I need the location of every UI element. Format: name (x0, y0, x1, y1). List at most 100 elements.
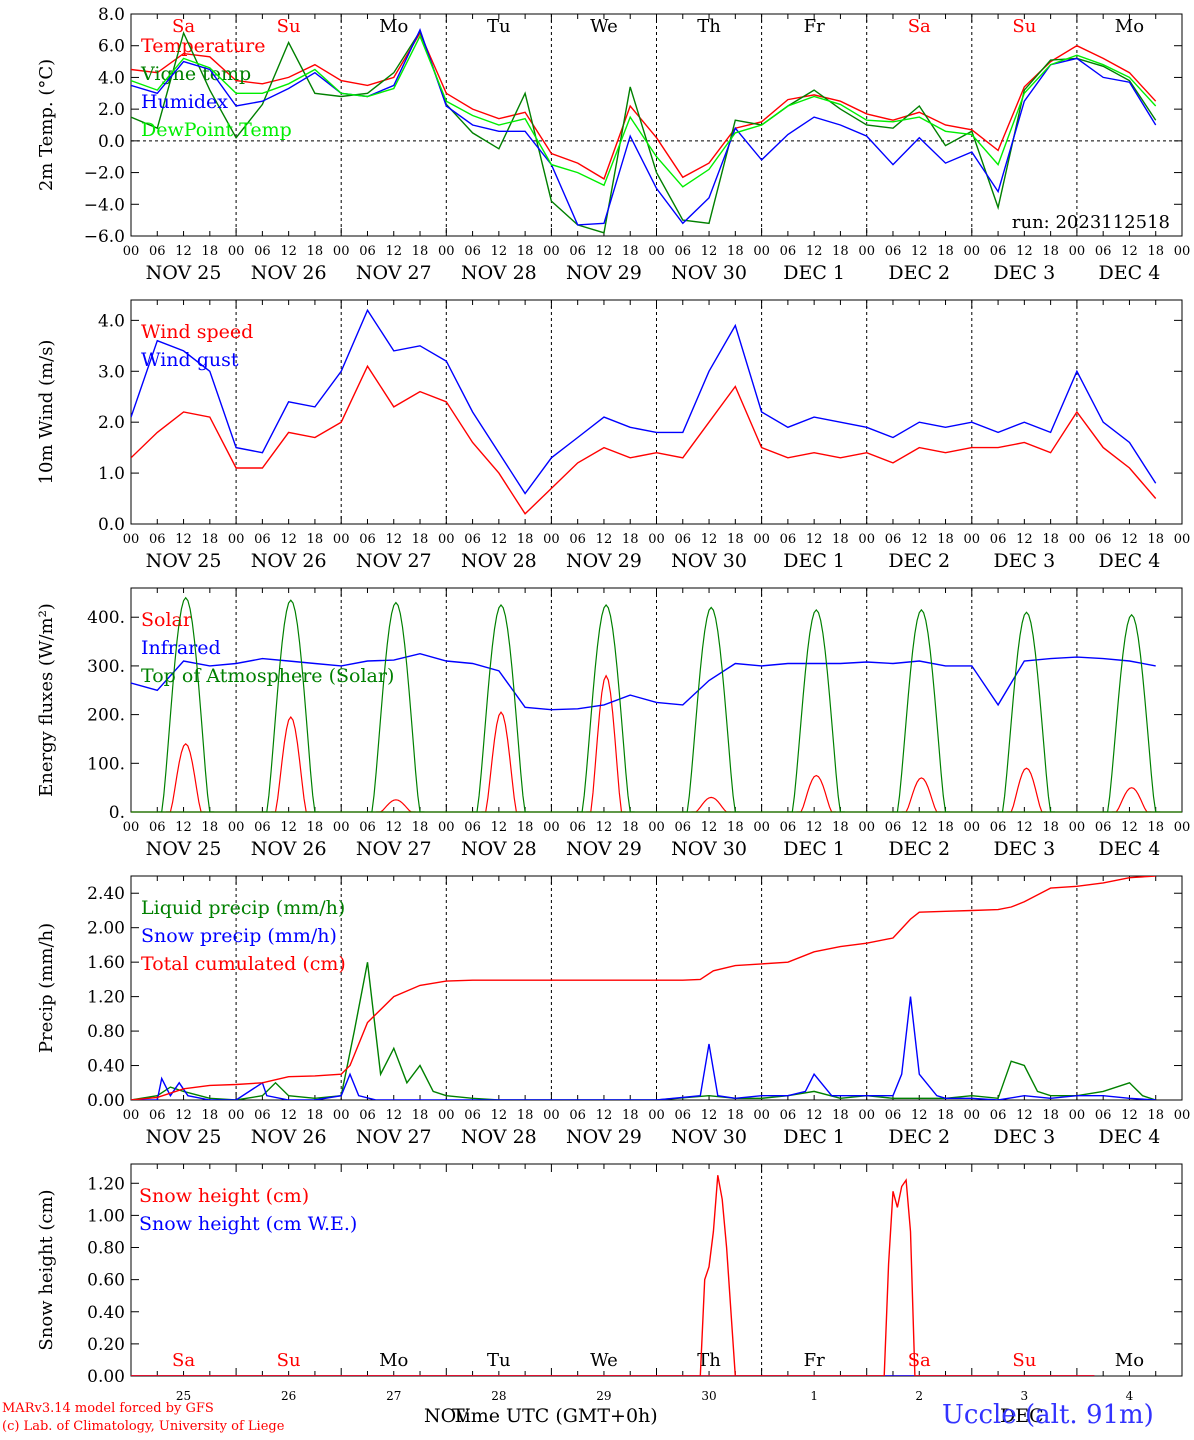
hour-tick-label: 18 (832, 1108, 849, 1123)
hour-tick-label: 12 (1016, 244, 1033, 259)
hour-tick-label: 18 (202, 820, 219, 835)
x-axis-title: Time UTC (GMT+0h) (452, 1405, 658, 1427)
hour-tick-label: 00 (753, 532, 770, 547)
y-tick-label: 6.0 (98, 37, 125, 57)
hour-tick-label: 18 (622, 244, 639, 259)
hour-tick-label: 00 (1069, 532, 1086, 547)
legend-series-infrared: Infrared (141, 637, 221, 659)
hour-tick-label: 18 (727, 532, 744, 547)
hour-tick-label: 12 (491, 532, 508, 547)
hour-tick-label: 06 (780, 532, 797, 547)
hour-tick-label: 00 (438, 532, 455, 547)
station-label: Uccle (alt. 91m) (942, 1400, 1154, 1430)
hour-tick-label: 12 (1016, 532, 1033, 547)
y-tick-label: 0.20 (87, 1335, 125, 1355)
hour-tick-label: 12 (701, 244, 718, 259)
series-solar (376, 799, 416, 812)
hour-tick-label: 00 (964, 244, 981, 259)
hour-tick-label: 00 (648, 820, 665, 835)
hour-tick-label: 00 (543, 820, 560, 835)
date-label: NOV 27 (356, 262, 432, 284)
y-tick-label: 0.40 (87, 1057, 125, 1077)
weekday-label: Th (697, 16, 721, 37)
hour-tick-label: 06 (990, 820, 1007, 835)
weekday-label: Fr (804, 16, 825, 37)
hour-tick-label: 06 (149, 1108, 166, 1123)
date-label: NOV 29 (566, 1126, 642, 1148)
hour-tick-label: 06 (359, 532, 376, 547)
series-wind-speed (131, 364, 1157, 515)
y-axis-label: Energy fluxes (W/m²) (36, 603, 57, 797)
date-label: NOV 26 (251, 550, 327, 572)
date-label: NOV 28 (461, 550, 537, 572)
hour-tick-label: 12 (491, 820, 508, 835)
date-label: NOV 25 (146, 550, 222, 572)
series-humidex (131, 28, 1157, 226)
hour-tick-label: 12 (806, 244, 823, 259)
date-label: NOV 26 (251, 1126, 327, 1148)
y-tick-label: 400. (87, 608, 125, 628)
series-vigne-temp (131, 29, 1157, 234)
hour-tick-label: 12 (385, 244, 402, 259)
series-temperature (131, 31, 1157, 180)
hour-tick-label: 18 (1147, 532, 1164, 547)
y-tick-label: 2.40 (87, 884, 125, 904)
hour-tick-label: 06 (885, 532, 902, 547)
hour-tick-label: 18 (937, 820, 954, 835)
hour-tick-label: 18 (1042, 820, 1059, 835)
day-number-label: 30 (701, 1389, 716, 1403)
hour-tick-label: 00 (964, 1108, 981, 1123)
hour-tick-label: 12 (596, 532, 613, 547)
weekday-label: Su (1012, 1350, 1036, 1371)
hour-tick-label: 00 (438, 244, 455, 259)
legend-series-liquid-precip-mm-h: Liquid precip (mm/h) (141, 897, 345, 919)
hour-tick-label: 00 (964, 532, 981, 547)
hour-tick-label: 12 (280, 244, 297, 259)
legend-series-solar: Solar (141, 609, 193, 631)
hour-tick-label: 06 (359, 244, 376, 259)
y-tick-label: 1.20 (87, 1174, 125, 1194)
hour-tick-label: 12 (385, 532, 402, 547)
hour-tick-label: 06 (780, 820, 797, 835)
hour-tick-label: 00 (228, 244, 245, 259)
date-label: NOV 27 (356, 550, 432, 572)
date-label: NOV 30 (671, 550, 747, 572)
legend-series-snow-height-cm-w-e: Snow height (cm W.E.) (139, 1213, 357, 1235)
hour-tick-label: 12 (280, 532, 297, 547)
date-label: NOV 28 (461, 838, 537, 860)
hour-tick-label: 00 (123, 1108, 140, 1123)
y-tick-label: 0.60 (87, 1271, 125, 1291)
series-top-of-atmosphere-solar (367, 601, 425, 812)
series-solar (1111, 787, 1152, 812)
y-axis-label: Snow height (cm) (36, 1189, 57, 1350)
legend-series-snow-height-cm: Snow height (cm) (139, 1185, 309, 1207)
copyright-credit: (c) Lab. of Climatology, University of L… (2, 1419, 285, 1434)
y-tick-label: 300. (87, 657, 125, 677)
hour-tick-label: 00 (858, 820, 875, 835)
hour-tick-label: 12 (1016, 820, 1033, 835)
date-label: DEC 4 (1099, 262, 1161, 284)
legend-series-dewpoint-temp: DewPoint Temp (141, 119, 292, 141)
hour-tick-label: 00 (1174, 820, 1191, 835)
hour-tick-label: 12 (280, 820, 297, 835)
hour-tick-label: 06 (149, 532, 166, 547)
hour-tick-label: 18 (937, 1108, 954, 1123)
hour-tick-label: 18 (622, 820, 639, 835)
hour-tick-label: 12 (1121, 820, 1138, 835)
date-label: NOV 29 (566, 550, 642, 572)
day-number-label: 25 (176, 1389, 191, 1403)
weekday-label: Th (697, 1350, 721, 1371)
date-label: NOV 27 (356, 838, 432, 860)
month-right-label: DEC (1000, 1405, 1044, 1427)
series-top-of-atmosphere-solar (787, 608, 845, 812)
date-label: NOV 25 (146, 262, 222, 284)
day-number-label: 1 (810, 1389, 818, 1403)
hour-tick-label: 18 (307, 820, 324, 835)
y-tick-label: 1.0 (98, 464, 125, 484)
date-label: NOV 28 (461, 262, 537, 284)
y-tick-label: 1.20 (87, 988, 125, 1008)
legend-series-humidex: Humidex (141, 91, 228, 113)
weekday-label: Tu (487, 1350, 511, 1371)
panel-frame-2 (130, 587, 1183, 813)
